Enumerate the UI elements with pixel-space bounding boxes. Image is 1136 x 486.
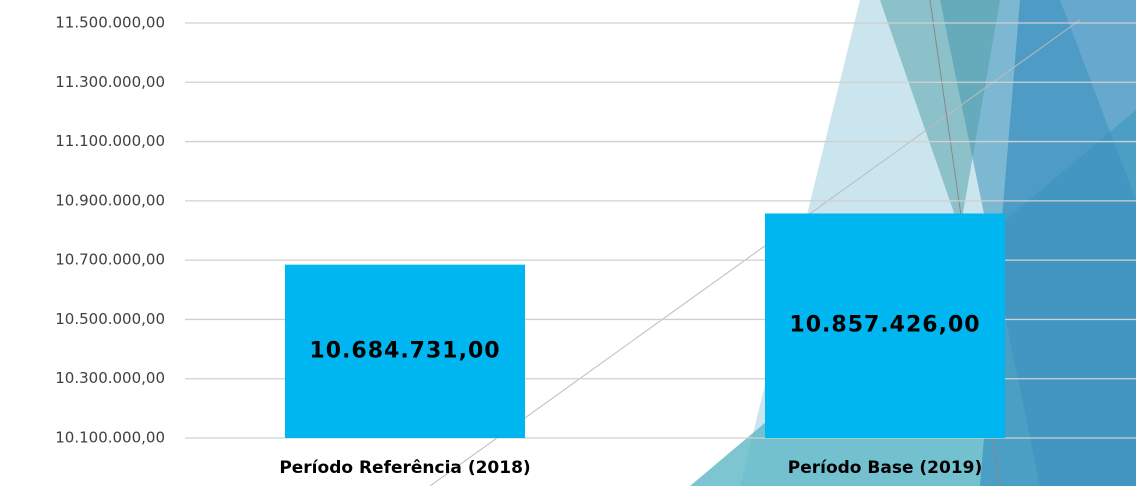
x-tick-label: Período Referência (2018) (279, 458, 530, 478)
value-label: 10.684.731,00 (309, 338, 500, 363)
y-tick-label: 10.300.000,00 (55, 369, 165, 387)
y-tick-label: 11.100.000,00 (55, 132, 165, 150)
y-tick-label: 11.300.000,00 (55, 73, 165, 91)
y-tick-label: 10.700.000,00 (55, 251, 165, 269)
value-label: 10.857.426,00 (789, 313, 980, 338)
chart: 10.100.000,00 10.300.000,00 10.500.000,00 1… (0, 0, 1136, 486)
y-tick-label: 10.500.000,00 (55, 310, 165, 328)
x-tick-label: Período Base (2019) (788, 458, 983, 478)
y-tick-label: 10.100.000,00 (55, 429, 165, 447)
y-tick-label: 10.900.000,00 (55, 191, 165, 209)
y-tick-label: 11.500.000,00 (55, 14, 165, 32)
